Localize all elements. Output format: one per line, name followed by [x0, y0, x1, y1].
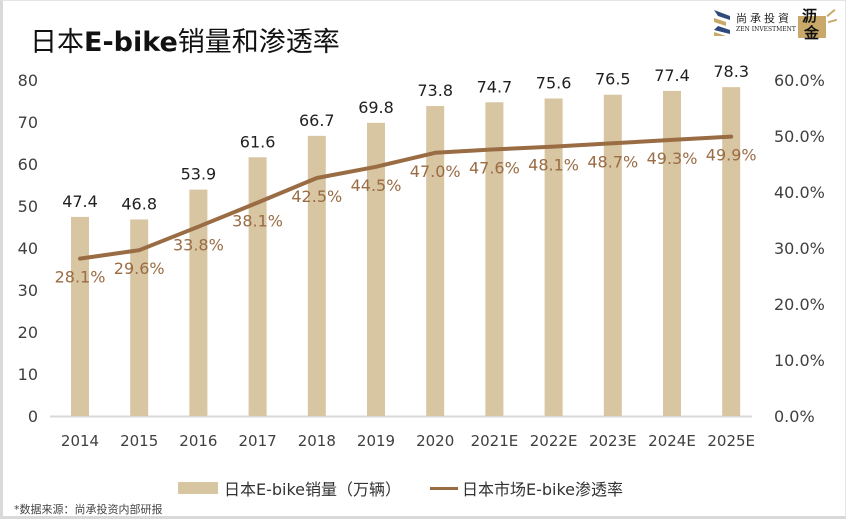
bar-value-label: 75.6 — [536, 73, 572, 92]
x-tick-label: 2016 — [179, 432, 217, 450]
line-labels: 28.1% 29.6% 33.8% 38.1% 42.5% 44.5% 47.0% 47.6%… — [55, 136, 757, 287]
y-left-tick-label: 70 — [18, 113, 38, 132]
badge-text-top: 沥 — [802, 7, 818, 25]
x-tick-label: 2020 — [416, 432, 454, 450]
y-left-tick-label: 50 — [18, 197, 38, 216]
x-tick-label: 2014 — [61, 432, 99, 450]
y-left-tick-label: 40 — [18, 239, 38, 258]
bar-2019 — [367, 122, 385, 416]
legend-sales-label: 日本E-bike销量（万辆） — [224, 480, 402, 499]
line-value-label: 28.1% — [55, 268, 106, 287]
line-value-label: 49.3% — [647, 149, 698, 168]
zen-logo-mark-icon — [714, 10, 730, 36]
line-value-label: 47.6% — [469, 158, 520, 177]
x-tick-label: 2021E — [471, 432, 519, 450]
bar-2020 — [426, 106, 445, 416]
bar-2022E — [544, 98, 563, 416]
bar-value-label: 53.9 — [181, 165, 217, 184]
legend-line-swatch-icon — [430, 486, 458, 490]
y-left-tick-label: 60 — [18, 155, 38, 174]
line-value-label: 47.0% — [410, 162, 461, 181]
line-value-label: 49.9% — [706, 146, 757, 165]
y-right-tick-label: 60.0% — [774, 71, 825, 90]
legend-penetration-label: 日本市场E-bike渗透率 — [462, 480, 624, 499]
legend-item-sales: 日本E-bike销量（万辆） — [178, 476, 401, 500]
zen-investment-logo: 尚承投資 ZEN INVESTMENT — [712, 6, 796, 38]
y-right-tick-label: 40.0% — [774, 183, 825, 202]
y-left-tick-label: 0 — [28, 407, 38, 426]
y-right-tick-label: 0.0% — [774, 407, 815, 426]
line-value-label: 48.1% — [528, 156, 579, 175]
bar-value-label: 69.8 — [358, 98, 394, 117]
bar-2018 — [307, 135, 326, 417]
title-prefix: 日本 — [30, 27, 84, 58]
line-value-label: 44.5% — [351, 176, 402, 195]
bar-2017 — [248, 157, 267, 416]
legend: 日本E-bike销量（万辆） 日本市场E-bike渗透率 — [0, 476, 846, 500]
penetration-line — [78, 134, 734, 261]
bar-value-label: 47.4 — [62, 192, 98, 211]
x-tick-label: 2025E — [707, 432, 755, 450]
x-tick-label: 2018 — [298, 432, 336, 450]
bar-value-label: 78.3 — [713, 62, 749, 81]
x-tick-label: 2022E — [530, 432, 578, 450]
bar-value-label: 73.8 — [417, 81, 453, 100]
bar-value-label: 77.4 — [654, 66, 690, 85]
bar-2024E — [663, 90, 681, 417]
title-suffix: 销量和渗透率 — [177, 27, 340, 58]
bar-2014 — [71, 216, 89, 416]
legend-bar-swatch-icon — [178, 482, 218, 494]
x-tick-label: 2015 — [120, 432, 158, 450]
badge-background — [798, 16, 826, 38]
x-tick-label: 2023E — [589, 432, 637, 450]
logo-chinese-text: 尚承投資 — [736, 12, 792, 25]
y-axis-right: 0.0% 10.0% 20.0% 30.0% 40.0% 50.0% 60.0% — [774, 71, 825, 426]
x-tick-label: 2024E — [648, 432, 696, 450]
bar-value-label: 46.8 — [121, 194, 157, 213]
y-axis-left: 0 10 20 30 40 50 60 70 80 — [18, 71, 38, 426]
y-right-tick-label: 20.0% — [774, 295, 825, 314]
y-left-tick-label: 30 — [18, 281, 38, 300]
title-bold: E-bike — [84, 27, 178, 58]
logo-english-text: ZEN INVESTMENT — [736, 26, 796, 33]
y-left-tick-label: 80 — [18, 71, 38, 90]
bar-2021E — [485, 102, 504, 416]
y-right-tick-label: 30.0% — [774, 239, 825, 258]
bar-2015 — [130, 219, 149, 416]
bar-2023E — [603, 94, 622, 416]
bar-2016 — [189, 189, 208, 416]
data-source-note: *数据来源：尚承投资内部研报 — [14, 503, 163, 516]
brand-badge: 沥 金 — [798, 4, 838, 42]
bar-value-label: 74.7 — [477, 77, 513, 96]
bar-2025E — [722, 87, 741, 416]
line-value-label: 38.1% — [232, 212, 283, 231]
line-value-label: 42.5% — [291, 187, 342, 206]
legend-item-penetration: 日本市场E-bike渗透率 — [430, 476, 623, 500]
chart-plot: 0 10 20 30 40 50 60 70 80 0.0% 10.0% 20.0% 30.0% 40.… — [18, 62, 825, 450]
line-value-label: 29.6% — [114, 259, 165, 278]
bar-value-label: 61.6 — [240, 132, 276, 151]
x-tick-label: 2017 — [239, 432, 277, 450]
bar-series — [71, 87, 741, 417]
bar-value-label: 76.5 — [595, 70, 631, 89]
line-value-label: 48.7% — [587, 152, 638, 171]
line-value-label: 33.8% — [173, 236, 224, 255]
y-left-tick-label: 10 — [18, 365, 38, 384]
bar-labels: 47.4 46.8 53.9 61.6 66.7 69.8 73.8 74.7 75.6 76.5… — [62, 62, 749, 213]
badge-text-bottom: 金 — [804, 24, 820, 42]
chart-title: 日本E-bike销量和渗透率 — [30, 20, 340, 59]
y-right-tick-label: 10.0% — [774, 351, 825, 370]
bar-value-label: 66.7 — [299, 111, 335, 130]
x-axis: 2014 2015 2016 2017 2018 2019 2020 2021E 2022E 20… — [61, 432, 755, 450]
y-right-tick-label: 50.0% — [774, 127, 825, 146]
x-tick-label: 2019 — [357, 432, 395, 450]
y-left-tick-label: 20 — [18, 323, 38, 342]
